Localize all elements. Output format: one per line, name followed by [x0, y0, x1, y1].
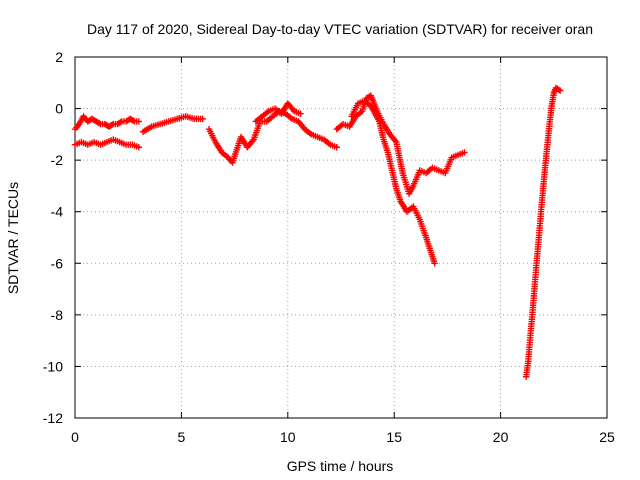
data-points — [71, 84, 564, 380]
chart-title: Day 117 of 2020, Sidereal Day-to-day VTE… — [87, 21, 593, 37]
y-tick-label: -8 — [51, 307, 64, 323]
y-axis-label: SDTVAR / TECUs — [5, 182, 21, 294]
data-point — [333, 144, 340, 151]
y-tick-label: -12 — [43, 410, 63, 426]
data-point — [108, 121, 116, 129]
x-tick-label: 15 — [386, 429, 402, 445]
data-point — [95, 119, 103, 127]
y-tick-label: -6 — [51, 255, 64, 271]
data-point — [431, 260, 438, 267]
x-tick-label: 0 — [71, 429, 79, 445]
y-tick-label: 0 — [55, 101, 63, 117]
x-tick-label: 10 — [280, 429, 296, 445]
y-tick-label: -10 — [43, 358, 63, 374]
data-point — [556, 87, 564, 94]
data-point — [135, 118, 143, 125]
x-tick-label: 20 — [493, 429, 509, 445]
plot-frame — [74, 56, 608, 419]
x-tick-label: 5 — [178, 429, 186, 445]
y-tick-label: 2 — [55, 49, 63, 65]
data-point — [135, 144, 143, 151]
data-point — [461, 149, 468, 156]
axis-ticks: 0 5 10 15 20 25 -12 -10 -8 -6 -4 -2 0 2 — [43, 49, 615, 445]
data-point — [117, 119, 124, 126]
x-tick-label: 25 — [599, 429, 615, 445]
y-tick-label: -4 — [51, 204, 64, 220]
data-point — [129, 117, 137, 124]
data-point — [297, 110, 304, 117]
data-point — [555, 86, 562, 93]
data-point — [199, 115, 206, 123]
x-axis-label: GPS time / hours — [287, 458, 394, 474]
y-tick-label: -2 — [51, 152, 64, 168]
